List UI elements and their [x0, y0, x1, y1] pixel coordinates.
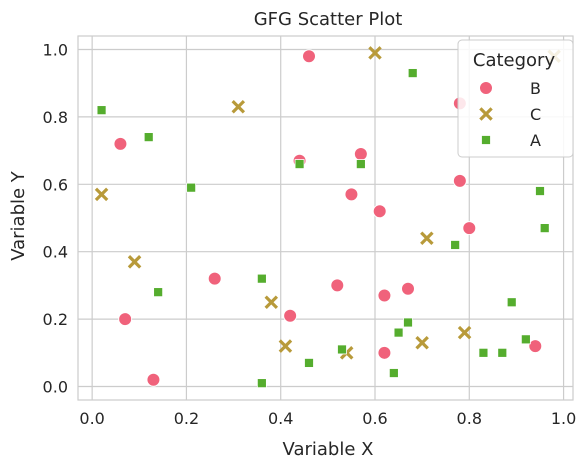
x-tick-label: 0.6	[362, 409, 387, 428]
data-point-a	[294, 159, 305, 169]
data-point-a	[256, 273, 267, 284]
data-point-a	[304, 358, 314, 368]
data-point-c	[420, 231, 434, 245]
y-tick-label: 0.2	[43, 310, 68, 329]
data-point-b	[302, 49, 316, 64]
data-point-c	[264, 295, 279, 310]
data-point-b	[377, 288, 392, 303]
data-point-a	[539, 223, 550, 234]
legend-box	[457, 39, 574, 158]
legend-label-b: B	[530, 79, 541, 98]
chart-title: GFG Scatter Plot	[254, 9, 403, 30]
legend-items: BCA	[479, 79, 541, 150]
legend-label-a: A	[530, 131, 541, 150]
data-point-c	[415, 335, 429, 350]
data-point-b	[113, 136, 128, 151]
data-point-a	[388, 368, 399, 378]
data-point-b	[283, 308, 298, 323]
data-point-a	[535, 186, 545, 196]
data-point-a	[256, 378, 267, 389]
data-point-a	[143, 132, 154, 143]
x-axis-label: Variable X	[283, 439, 374, 460]
data-point-b	[528, 339, 543, 354]
data-point-a	[450, 240, 461, 250]
data-point-a	[407, 68, 418, 78]
x-tick-label: 1.0	[551, 409, 576, 428]
y-tick-label: 0.4	[43, 243, 68, 262]
data-point-c	[278, 339, 293, 353]
data-point-b	[372, 204, 387, 219]
data-point-b	[146, 372, 161, 387]
data-point-b	[462, 221, 477, 236]
data-point-b	[353, 146, 368, 161]
data-point-b	[118, 312, 133, 327]
legend-title: Category	[473, 50, 556, 71]
data-point-a	[393, 327, 404, 338]
data-point-a	[337, 344, 347, 355]
data-point-b	[344, 187, 359, 202]
data-point-a	[96, 105, 107, 116]
legend-marker-a	[481, 135, 491, 145]
data-point-a	[355, 159, 366, 169]
data-point-a	[506, 297, 517, 308]
x-tick-label: 0.0	[79, 409, 104, 428]
y-axis-ticks: 0.0 0.2 0.4 0.6 0.8 1.0	[43, 40, 68, 396]
data-point-b	[377, 345, 392, 360]
data-point-c	[368, 46, 382, 60]
y-tick-label: 1.0	[43, 40, 68, 59]
x-tick-label: 0.4	[268, 409, 293, 428]
legend-marker-c	[479, 107, 493, 121]
y-tick-label: 0.8	[43, 108, 68, 127]
data-point-c	[457, 325, 472, 340]
data-point-b	[401, 281, 415, 296]
data-point-c	[94, 187, 109, 202]
data-point-c	[127, 255, 142, 269]
data-point-b	[207, 271, 222, 286]
x-tick-label: 0.2	[174, 409, 199, 428]
x-axis-ticks: 0.0 0.2 0.4 0.6 0.8 1.0	[79, 409, 576, 428]
y-tick-label: 0.0	[43, 378, 68, 397]
data-point-b	[330, 278, 345, 293]
legend-marker-b	[479, 81, 493, 95]
data-point-a	[186, 182, 197, 193]
data-point-a	[153, 287, 164, 298]
data-point-b	[452, 173, 467, 188]
y-tick-label: 0.6	[43, 175, 68, 194]
data-point-a	[478, 347, 489, 358]
x-tick-label: 0.8	[457, 409, 482, 428]
legend-label-c: C	[530, 105, 541, 124]
data-point-c	[231, 100, 246, 114]
data-point-a	[520, 334, 531, 345]
data-point-a	[403, 317, 413, 328]
data-point-a	[497, 347, 508, 358]
y-axis-label: Variable Y	[8, 170, 29, 261]
legend: Category BCA	[457, 39, 574, 158]
